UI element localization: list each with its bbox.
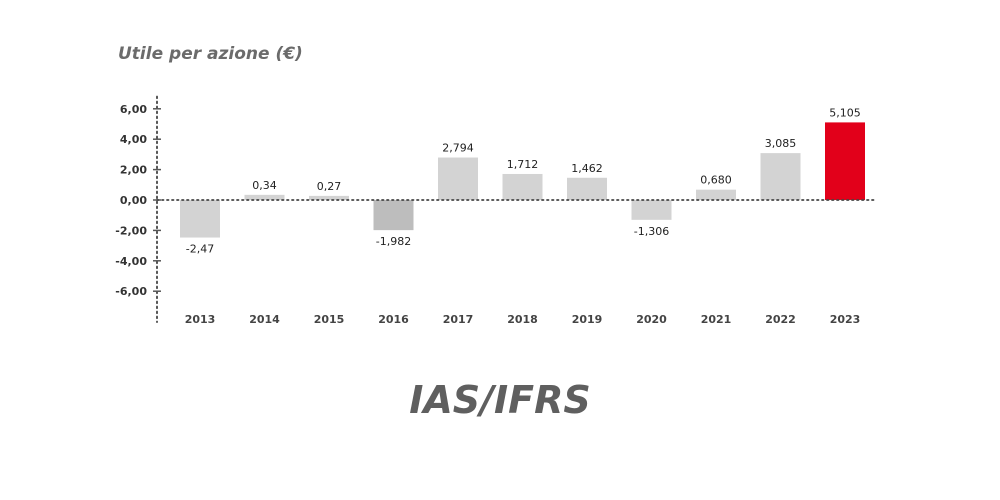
bar-2016 xyxy=(373,200,414,231)
bar-2023 xyxy=(825,122,865,200)
bar-2019 xyxy=(567,177,607,200)
bar-2013 xyxy=(180,200,220,238)
x-tick-label-2021: 2021 xyxy=(701,313,732,326)
data-label-2021: 0,680 xyxy=(700,174,732,187)
data-label-2016: -1,982 xyxy=(376,235,411,248)
bar-2014 xyxy=(244,194,285,200)
data-label-2020: -1,306 xyxy=(634,225,669,238)
y-tick-label: 2,00 xyxy=(120,164,147,177)
bar-2021 xyxy=(696,189,736,200)
x-tick-label-2013: 2013 xyxy=(185,313,216,326)
x-tick-label-2022: 2022 xyxy=(765,313,796,326)
x-tick-label-2015: 2015 xyxy=(314,313,345,326)
y-tick-label: 4,00 xyxy=(120,133,147,146)
bar-2015 xyxy=(309,195,349,200)
y-tick-label: -6,00 xyxy=(115,285,147,298)
x-tick-label-2020: 2020 xyxy=(636,313,667,326)
x-tick-label-2016: 2016 xyxy=(378,313,409,326)
data-label-2022: 3,085 xyxy=(765,137,797,150)
y-tick-label: -2,00 xyxy=(115,224,147,237)
bar-2018 xyxy=(502,173,543,200)
data-label-2019: 1,462 xyxy=(571,162,603,175)
x-tick-label-2018: 2018 xyxy=(507,313,538,326)
y-tick-label: 6,00 xyxy=(120,103,147,116)
data-label-2013: -2,47 xyxy=(186,243,214,256)
data-label-2015: 0,27 xyxy=(317,180,342,193)
x-tick-label-2019: 2019 xyxy=(572,313,603,326)
x-tick-label-2014: 2014 xyxy=(249,313,280,326)
accounting-standard-label: IAS/IFRS xyxy=(409,378,591,422)
x-tick-label-2017: 2017 xyxy=(443,313,474,326)
data-label-2018: 1,712 xyxy=(507,158,539,171)
y-tick-label: -4,00 xyxy=(115,255,147,268)
data-label-2023: 5,105 xyxy=(829,106,861,119)
x-tick-label-2023: 2023 xyxy=(830,313,861,326)
chart-title: Utile per azione (€) xyxy=(118,44,303,64)
bar-2022 xyxy=(760,153,801,200)
bar-2020 xyxy=(631,200,672,220)
bar-2017 xyxy=(438,157,478,200)
data-label-2014: 0,34 xyxy=(252,179,277,192)
y-tick-label: 0,00 xyxy=(120,194,147,207)
data-label-2017: 2,794 xyxy=(442,142,474,155)
